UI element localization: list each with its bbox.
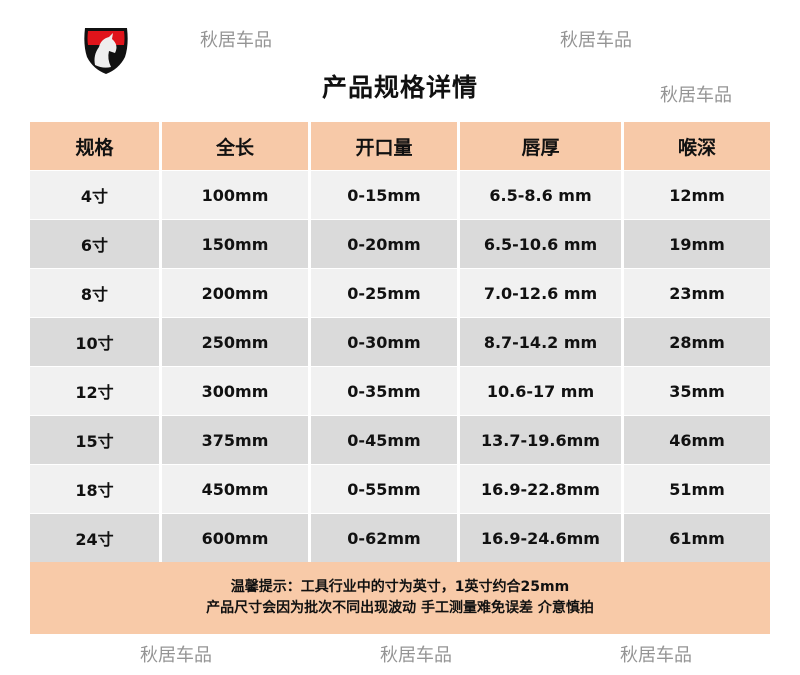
table-row: 6寸 150mm 0-20mm 6.5-10.6 mm 19mm: [30, 219, 770, 268]
table-cell: 8.7-14.2 mm: [460, 318, 624, 366]
table-cell: 450mm: [162, 465, 311, 513]
table-cell: 0-20mm: [311, 220, 460, 268]
table-cell: 35mm: [624, 367, 770, 415]
table-cell: 13.7-19.6mm: [460, 416, 624, 464]
table-row: 18寸 450mm 0-55mm 16.9-22.8mm 51mm: [30, 464, 770, 513]
table-row: 24寸 600mm 0-62mm 16.9-24.6mm 61mm: [30, 513, 770, 562]
table-cell: 28mm: [624, 318, 770, 366]
table-cell: 200mm: [162, 269, 311, 317]
header-cell: 唇厚: [460, 122, 624, 170]
header-cell: 开口量: [311, 122, 460, 170]
spec-table: 规格 全长 开口量 唇厚 喉深 4寸 100mm 0-15mm 6.5-8.6 mm 1…: [30, 122, 770, 634]
table-row: 12寸 300mm 0-35mm 10.6-17 mm 35mm: [30, 366, 770, 415]
footer-note: 温馨提示：工具行业中的寸为英寸，1英寸约合25mm 产品尺寸会因为批次不同出现波…: [30, 562, 770, 634]
table-cell: 7.0-12.6 mm: [460, 269, 624, 317]
table-cell: 0-30mm: [311, 318, 460, 366]
header-cell: 规格: [30, 122, 162, 170]
table-cell: 19mm: [624, 220, 770, 268]
table-row: 10寸 250mm 0-30mm 8.7-14.2 mm 28mm: [30, 317, 770, 366]
horse-shield-logo-icon: [81, 25, 131, 75]
table-cell: 4寸: [30, 171, 162, 219]
table-cell: 6.5-10.6 mm: [460, 220, 624, 268]
table-cell: 600mm: [162, 514, 311, 562]
page-title: 产品规格详情: [321, 73, 478, 102]
table-cell: 23mm: [624, 269, 770, 317]
footer-line-1: 温馨提示：工具行业中的寸为英寸，1英寸约合25mm: [230, 579, 570, 595]
table-cell: 10寸: [30, 318, 162, 366]
table-header-row: 规格 全长 开口量 唇厚 喉深: [30, 122, 770, 170]
table-cell: 12寸: [30, 367, 162, 415]
table-cell: 8寸: [30, 269, 162, 317]
watermark: 秋居车品: [620, 645, 692, 666]
table-cell: 18寸: [30, 465, 162, 513]
table-cell: 10.6-17 mm: [460, 367, 624, 415]
table-cell: 100mm: [162, 171, 311, 219]
table-cell: 300mm: [162, 367, 311, 415]
watermark: 秋居车品: [140, 645, 212, 666]
table-cell: 0-15mm: [311, 171, 460, 219]
watermark: 秋居车品: [380, 645, 452, 666]
table-cell: 0-55mm: [311, 465, 460, 513]
table-cell: 375mm: [162, 416, 311, 464]
table-body: 4寸 100mm 0-15mm 6.5-8.6 mm 12mm 6寸 150mm 0-20mm…: [30, 170, 770, 562]
table-cell: 6寸: [30, 220, 162, 268]
watermark: 秋居车品: [560, 30, 632, 51]
table-cell: 6.5-8.6 mm: [460, 171, 624, 219]
table-cell: 16.9-24.6mm: [460, 514, 624, 562]
footer-line-2: 产品尺寸会因为批次不同出现波动 手工测量难免误差 介意慎拍: [206, 600, 594, 616]
table-cell: 0-25mm: [311, 269, 460, 317]
table-cell: 61mm: [624, 514, 770, 562]
table-cell: 0-45mm: [311, 416, 460, 464]
table-row: 15寸 375mm 0-45mm 13.7-19.6mm 46mm: [30, 415, 770, 464]
table-cell: 16.9-22.8mm: [460, 465, 624, 513]
header-cell: 喉深: [624, 122, 770, 170]
table-cell: 0-35mm: [311, 367, 460, 415]
table-cell: 250mm: [162, 318, 311, 366]
table-cell: 0-62mm: [311, 514, 460, 562]
table-cell: 51mm: [624, 465, 770, 513]
table-row: 8寸 200mm 0-25mm 7.0-12.6 mm 23mm: [30, 268, 770, 317]
table-row: 4寸 100mm 0-15mm 6.5-8.6 mm 12mm: [30, 170, 770, 219]
watermark: 秋居车品: [200, 30, 272, 51]
table-cell: 150mm: [162, 220, 311, 268]
table-cell: 12mm: [624, 171, 770, 219]
header-cell: 全长: [162, 122, 311, 170]
table-cell: 15寸: [30, 416, 162, 464]
table-cell: 46mm: [624, 416, 770, 464]
table-cell: 24寸: [30, 514, 162, 562]
